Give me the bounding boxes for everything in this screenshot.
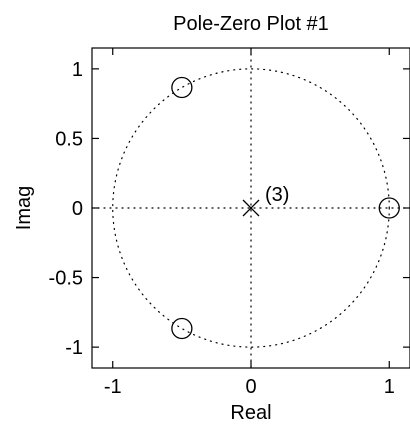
x-tick-label: 0: [245, 376, 256, 398]
zero-marker: [378, 197, 400, 219]
y-axis-label: Imag: [13, 186, 35, 230]
unit-circle: [112, 68, 390, 348]
ticks-layer: -1 0 1 1 0.5 0 -0.5 -1: [49, 48, 410, 398]
x-tick-label: 1: [384, 376, 395, 398]
grid-layer: [91, 47, 410, 369]
x-axis-label: Real: [230, 402, 271, 424]
pole-marker-stroke: [242, 199, 260, 217]
y-tick-label: -0.5: [49, 268, 83, 290]
chart-title: Pole-Zero Plot #1: [173, 13, 329, 35]
marks-layer: (3): [171, 76, 400, 340]
y-tick-label: 0: [72, 198, 83, 220]
y-tick-label: -1: [65, 337, 83, 359]
zero-marker: [171, 76, 193, 99]
y-tick-label: 1: [72, 59, 83, 81]
y-tick-label: 0.5: [55, 128, 83, 150]
zero-marker: [171, 317, 193, 340]
multiplicity-annotation: (3): [265, 184, 289, 206]
x-tick-label: -1: [104, 376, 122, 398]
pole-marker: [242, 199, 260, 217]
